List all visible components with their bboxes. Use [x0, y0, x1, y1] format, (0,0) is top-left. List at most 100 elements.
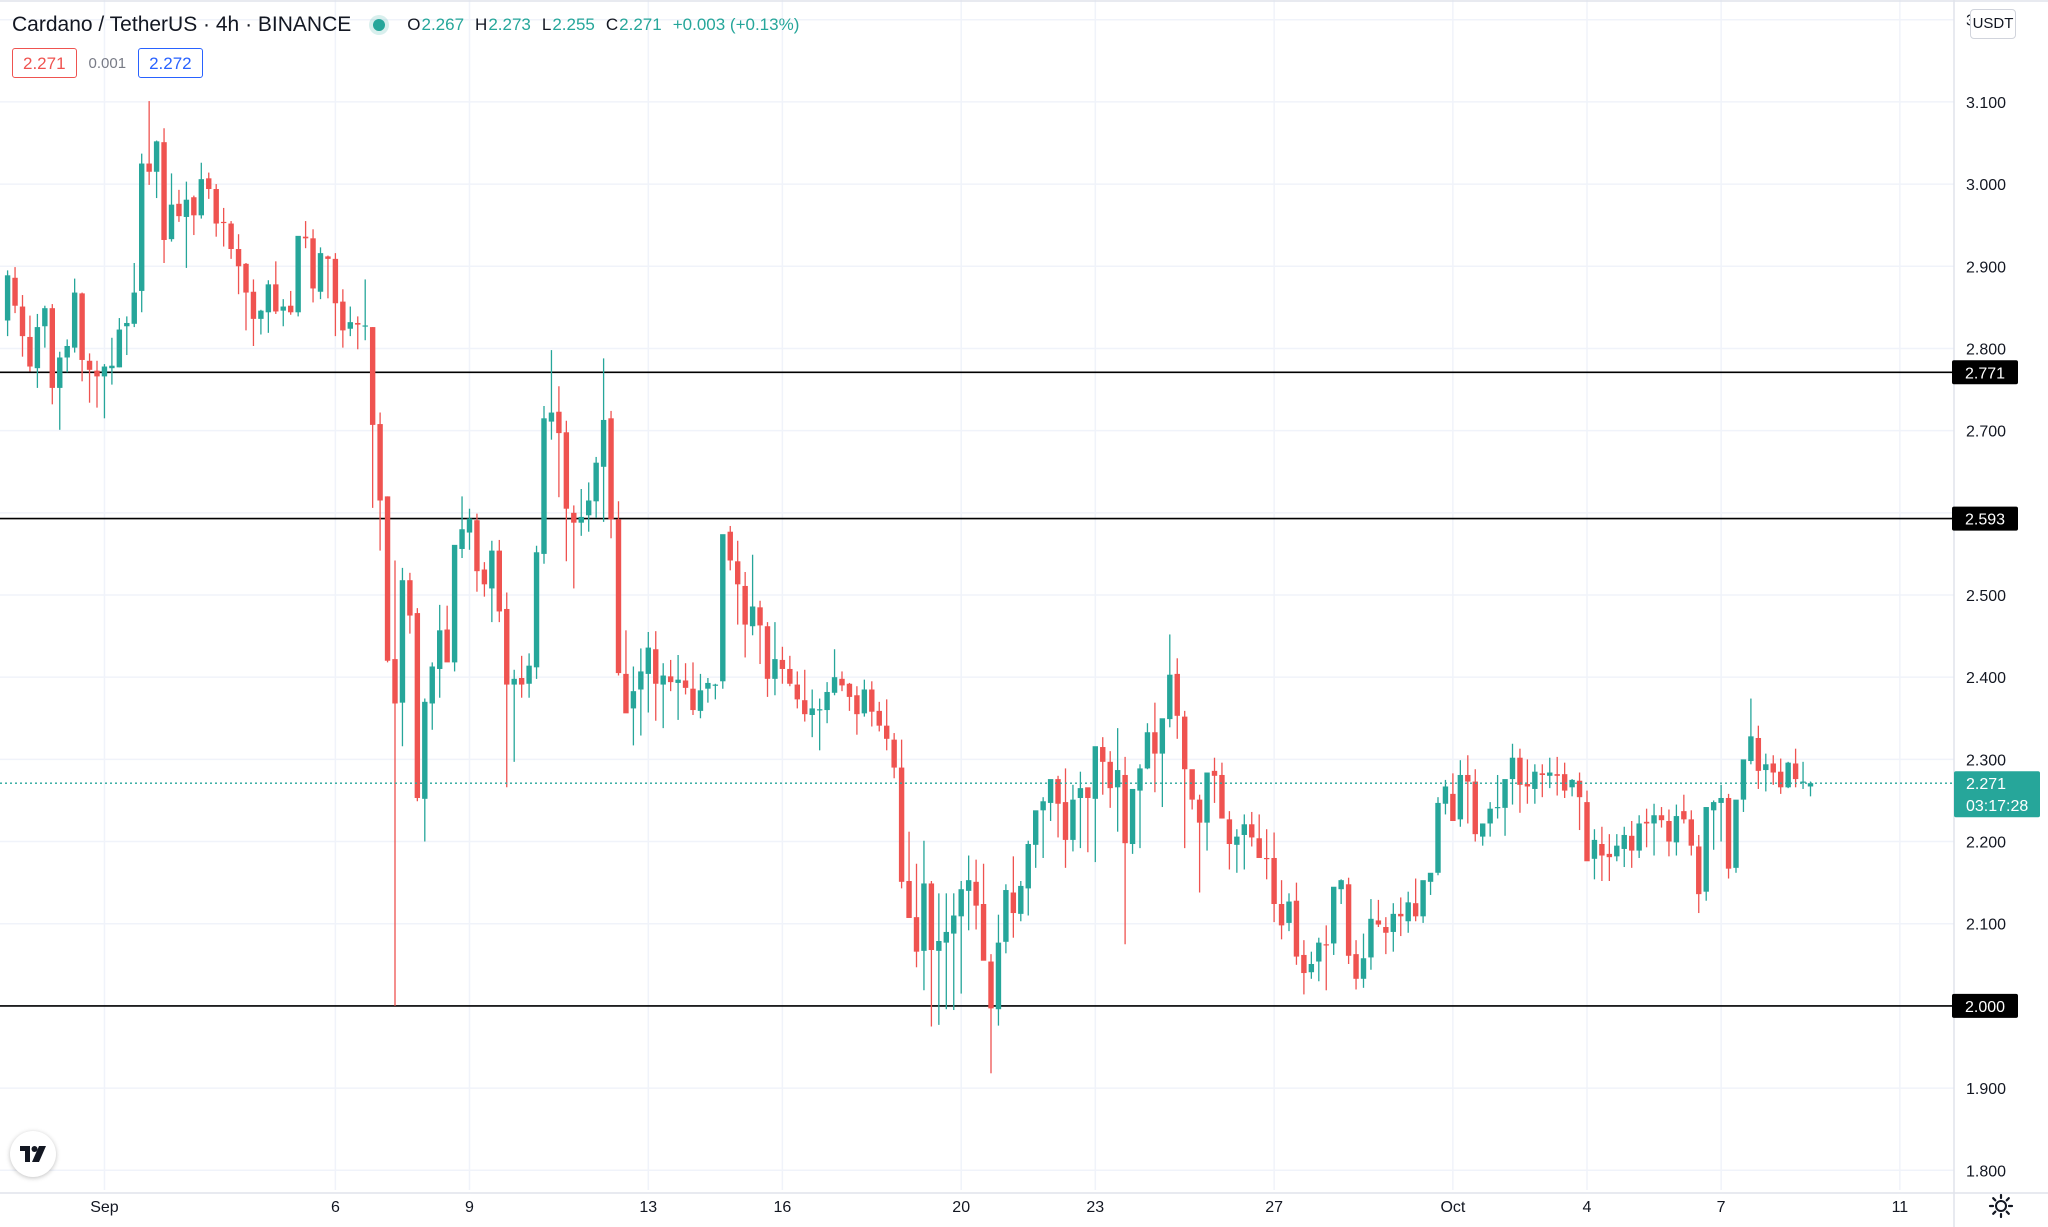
candle-body	[1070, 799, 1076, 840]
candle-body	[1234, 836, 1240, 845]
candle-body	[1263, 857, 1270, 860]
candle-body	[1114, 770, 1121, 788]
candle-body	[1353, 954, 1359, 979]
candle-body	[1204, 772, 1210, 823]
candle-body	[973, 881, 979, 906]
candle-body	[407, 580, 413, 616]
candle-body	[1129, 788, 1136, 845]
candle-body	[854, 695, 860, 715]
candle-body	[1196, 799, 1203, 823]
candle-body	[280, 306, 286, 311]
candle-body	[1338, 880, 1344, 890]
buy-price-button[interactable]: 2.272	[138, 48, 203, 78]
candle-body	[1226, 819, 1233, 845]
candle-body	[496, 550, 502, 612]
candle-body	[168, 204, 175, 240]
candle-body	[116, 329, 123, 368]
candle-body	[220, 221, 227, 224]
candle-body	[623, 673, 629, 714]
candle-body	[1271, 857, 1277, 905]
candle-body	[481, 569, 488, 585]
candle-body	[764, 626, 771, 679]
candle-body	[1427, 872, 1434, 882]
spread-value: 0.001	[88, 54, 127, 72]
tradingview-logo-icon[interactable]	[10, 1131, 56, 1177]
candle-body	[1532, 771, 1538, 789]
candle-body	[243, 263, 249, 293]
candle-body	[898, 767, 905, 882]
candle-body	[1077, 788, 1084, 798]
candle-body	[466, 518, 473, 533]
candle-body	[735, 561, 741, 585]
candle-body	[1405, 902, 1411, 922]
candle-body	[578, 516, 584, 523]
candle-body	[563, 432, 570, 509]
candle-body	[377, 424, 383, 501]
price-level-badge	[1952, 360, 2018, 385]
candle-body	[1785, 762, 1791, 788]
candle-body	[831, 677, 838, 693]
candle-body	[1010, 892, 1017, 914]
current-price-label: 2.271	[1966, 776, 2006, 793]
bar-countdown-label: 03:17:28	[1966, 798, 2028, 815]
symbol-title[interactable]: Cardano / TetherUS · 4h · BINANCE	[12, 13, 352, 36]
candle-body	[1241, 824, 1247, 835]
x-tick-label: 16	[774, 1199, 792, 1216]
order-buttons: 2.271 0.001 2.272	[12, 48, 203, 78]
candle-body	[1375, 920, 1382, 925]
chart-grid	[0, 0, 2048, 1190]
candle-body	[258, 310, 264, 319]
candle-body	[779, 659, 786, 669]
candle-body	[1256, 838, 1262, 858]
candle-body	[1696, 846, 1702, 895]
x-tick-label: 11	[1892, 1199, 1909, 1216]
candle-body	[1100, 747, 1106, 762]
candle-body	[586, 500, 592, 516]
candle-body	[816, 709, 823, 711]
candle-body	[600, 419, 607, 467]
candle-body	[1047, 779, 1054, 803]
currency-button[interactable]: USDT	[1970, 9, 2016, 39]
candle-body	[332, 258, 339, 304]
candle-body	[273, 284, 279, 312]
candle-body	[384, 496, 391, 661]
candle-body	[71, 292, 78, 348]
candle-body	[861, 689, 868, 714]
candle-body	[109, 365, 115, 369]
gear-icon[interactable]	[1988, 1193, 2014, 1219]
candle-body	[1368, 918, 1374, 958]
candle-body	[1703, 807, 1709, 892]
candle-body	[1293, 900, 1300, 957]
candle-body	[682, 680, 689, 688]
candle-body	[1763, 764, 1769, 771]
candle-body	[437, 630, 443, 669]
candle-body	[794, 684, 800, 700]
candle-body	[1278, 904, 1285, 926]
candle-body	[802, 700, 808, 715]
candle-body	[1725, 797, 1732, 869]
candle-body	[325, 256, 331, 259]
candle-body	[705, 682, 711, 689]
candle-body	[1390, 913, 1396, 932]
candle-body	[1710, 802, 1717, 811]
candle-body	[1301, 954, 1307, 974]
candle-body	[1159, 718, 1166, 754]
candle-body	[1636, 823, 1642, 851]
sell-price-button[interactable]: 2.271	[12, 48, 77, 78]
candle-body	[1778, 771, 1784, 788]
candle-body	[921, 883, 927, 951]
candle-body	[1748, 736, 1754, 762]
x-tick-label: 9	[465, 1199, 474, 1216]
candle-body	[988, 961, 994, 1009]
candle-body	[1331, 886, 1337, 944]
candle-body	[1770, 763, 1776, 773]
candle-body	[1040, 801, 1046, 811]
candle-body	[183, 199, 190, 217]
candle-body	[1174, 673, 1180, 716]
price-level-badge	[1952, 506, 2018, 531]
candle-body	[250, 291, 257, 319]
candle-body	[347, 322, 353, 329]
candle-body	[139, 163, 145, 291]
candle-body	[474, 520, 480, 572]
